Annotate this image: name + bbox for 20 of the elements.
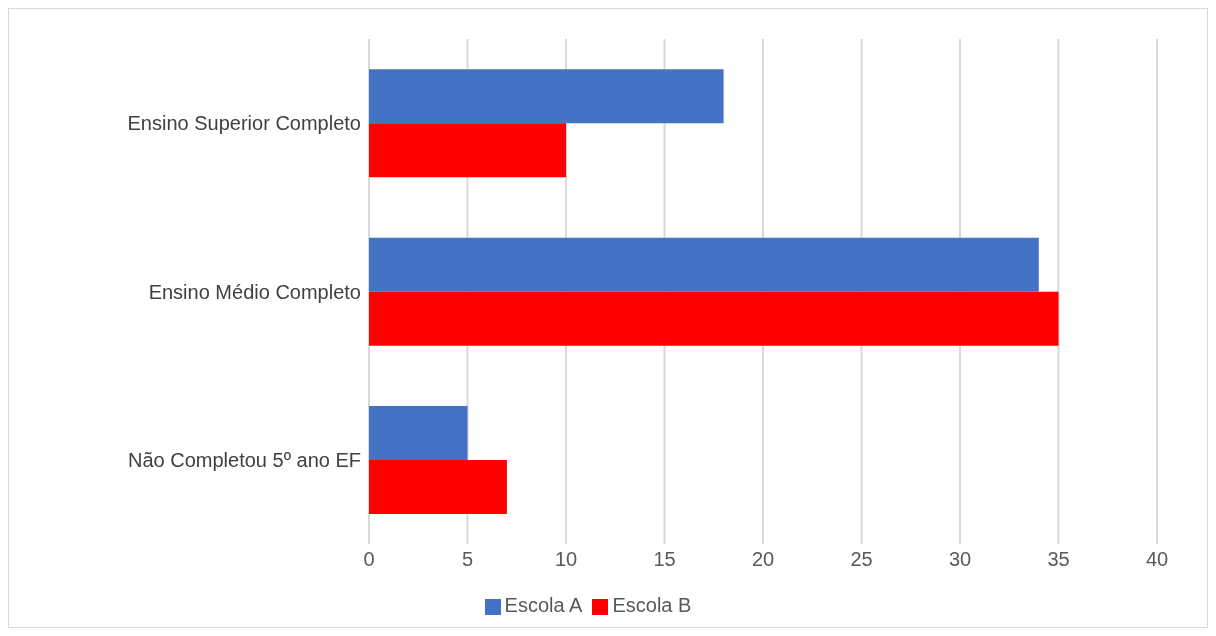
bar (369, 291, 1059, 346)
bar (369, 459, 507, 514)
y-tick-label: Ensino Superior Completo (127, 112, 361, 135)
x-tick-label: 15 (653, 548, 676, 571)
bar (369, 405, 468, 460)
x-tick-label: 5 (461, 548, 474, 571)
x-tick-label: 20 (751, 548, 775, 571)
x-tick-label: 25 (850, 548, 873, 571)
y-tick-label: Não Completou 5º ano EF (128, 448, 361, 471)
bar (369, 123, 566, 178)
x-tick-label: 30 (948, 548, 972, 571)
legend-label: Escola A (504, 594, 583, 616)
x-tick-label: 40 (1145, 548, 1169, 571)
x-tick-label: 35 (1047, 548, 1070, 571)
x-tick-label: 0 (363, 548, 375, 571)
bar (369, 237, 1039, 292)
x-tick-label: 10 (554, 548, 578, 571)
y-tick-label: Ensino Médio Completo (148, 280, 361, 303)
bar (369, 69, 724, 124)
legend-label: Escola B (612, 594, 692, 616)
